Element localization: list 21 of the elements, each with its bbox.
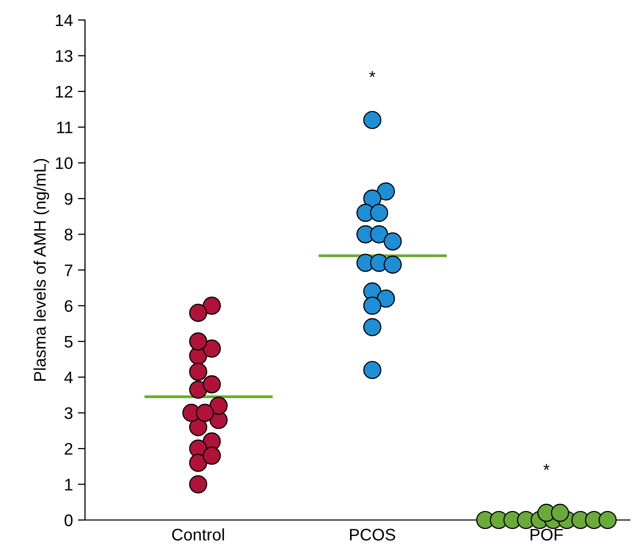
y-tick-label: 1 [65,478,72,490]
y-tick-label: 5 [64,336,72,348]
x-tick-label: Control [172,528,224,541]
x-tick-label: PCOS [350,528,396,541]
y-tick-label: 13 [56,50,72,62]
y-tick-label: 14 [56,14,73,26]
y-axis-title: Plasma levels of AMH (ng/mL) [34,158,50,381]
x-tick-label: POF [530,528,563,541]
y-tick-label: 0 [64,514,73,526]
y-tick-label: 8 [64,228,72,240]
y-tick-label: 3 [64,407,72,420]
annotation: * [369,71,376,78]
y-tick-label: 7 [64,264,72,276]
y-tick-label: 4 [64,372,73,384]
annotation: * [543,464,550,470]
y-tick-label: 6 [64,300,72,312]
y-tick-label: 11 [57,122,72,134]
y-tick-label: 2 [64,442,72,455]
y-tick-label: 9 [64,192,72,205]
y-tick-label: 12 [56,86,72,98]
y-tick-label: 10 [56,157,73,170]
